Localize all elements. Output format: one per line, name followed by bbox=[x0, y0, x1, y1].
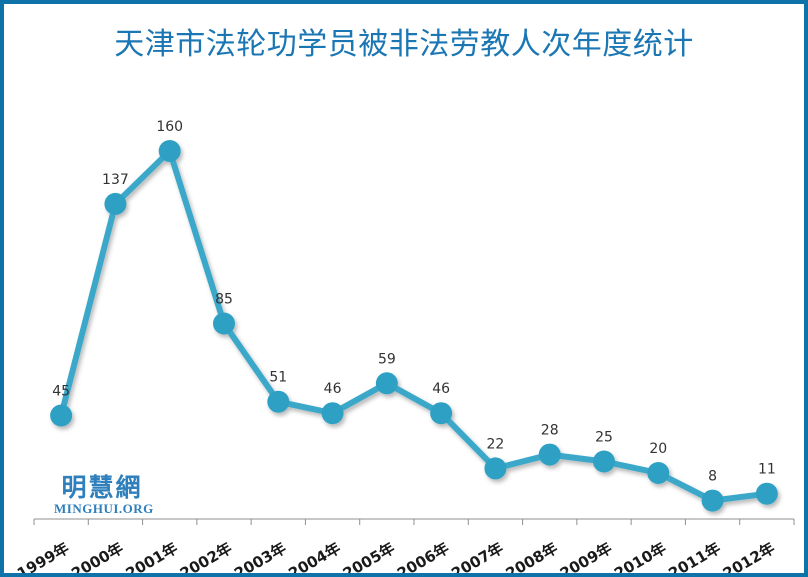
x-tick-label: 1999年 bbox=[14, 539, 72, 577]
value-label: 85 bbox=[215, 292, 233, 308]
data-point bbox=[755, 482, 778, 505]
x-tick-label: 2008年 bbox=[503, 539, 561, 577]
x-tick-label: 2005年 bbox=[340, 539, 398, 577]
value-label: 28 bbox=[541, 423, 559, 439]
x-tick-label: 2006年 bbox=[394, 539, 452, 577]
value-label: 160 bbox=[156, 119, 183, 135]
data-point bbox=[213, 312, 235, 335]
data-point bbox=[158, 140, 181, 162]
value-label: 46 bbox=[324, 381, 342, 397]
value-label: 137 bbox=[102, 172, 129, 188]
value-label: 11 bbox=[758, 462, 776, 478]
data-point bbox=[538, 443, 561, 466]
data-point bbox=[484, 457, 507, 480]
x-tick-label: 2007年 bbox=[448, 539, 506, 577]
data-point bbox=[647, 462, 670, 484]
data-point bbox=[267, 390, 290, 413]
value-label: 45 bbox=[52, 384, 70, 400]
chart-title: 天津市法轮功学员被非法劳教人次年度统计 bbox=[114, 27, 694, 62]
x-tick-label: 2012年 bbox=[720, 539, 778, 577]
data-point bbox=[321, 402, 344, 425]
x-axis bbox=[33, 518, 795, 525]
data-point bbox=[701, 489, 724, 512]
x-tick-label: 2002年 bbox=[177, 539, 235, 577]
data-series bbox=[50, 140, 778, 512]
value-label: 20 bbox=[649, 441, 667, 457]
data-point bbox=[375, 372, 398, 395]
data-point bbox=[50, 404, 73, 427]
value-label: 59 bbox=[378, 351, 396, 367]
x-tick-label: 2011年 bbox=[665, 539, 723, 577]
x-tick-label: 2000年 bbox=[68, 539, 126, 577]
data-point bbox=[593, 450, 615, 473]
value-label: 22 bbox=[487, 436, 505, 452]
value-label: 8 bbox=[708, 469, 717, 485]
data-point bbox=[430, 402, 453, 425]
value-label: 25 bbox=[595, 430, 613, 446]
data-point bbox=[104, 192, 127, 215]
value-label: 46 bbox=[432, 381, 450, 397]
x-tick-label: 2004年 bbox=[285, 539, 343, 577]
value-label: 51 bbox=[269, 370, 287, 386]
x-tick-label: 2010年 bbox=[611, 539, 669, 577]
x-tick-label: 2001年 bbox=[123, 539, 181, 577]
x-tick-label: 2009年 bbox=[557, 539, 615, 577]
x-tick-label: 2003年 bbox=[231, 539, 289, 577]
